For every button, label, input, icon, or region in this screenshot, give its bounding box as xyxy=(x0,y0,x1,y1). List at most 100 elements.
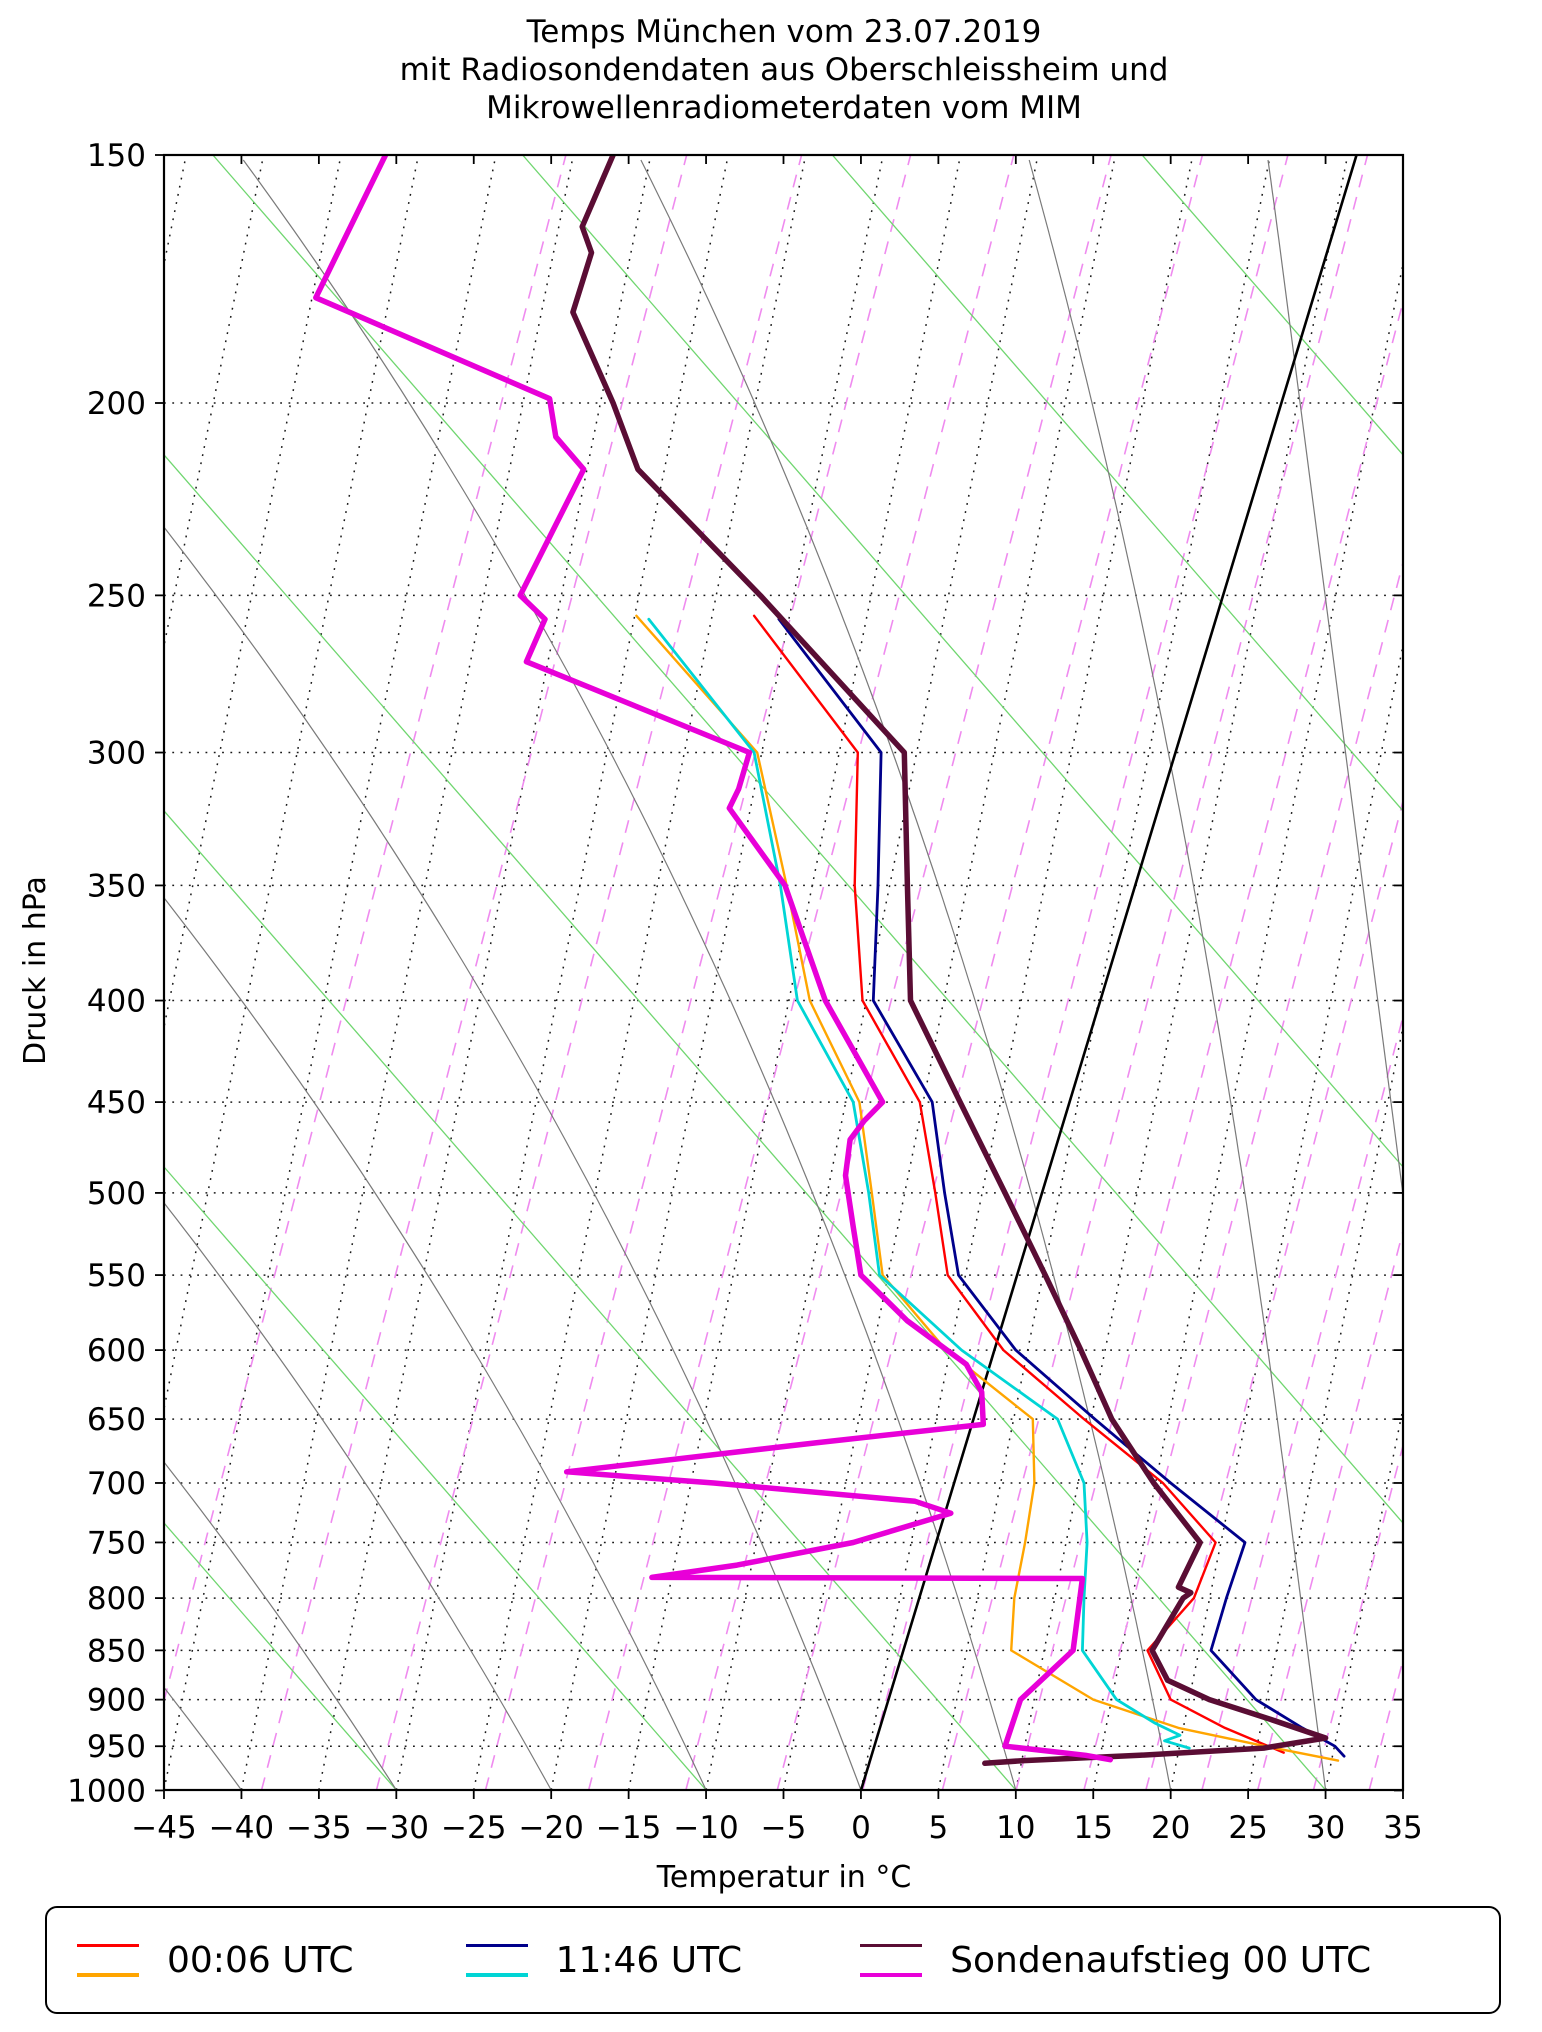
gray-adiabat-curve xyxy=(1423,160,1542,1790)
plot-frame xyxy=(155,153,1405,1799)
green-adiabat-line xyxy=(522,155,1403,1168)
legend-entry-0006utc: 00:06 UTC xyxy=(77,1940,354,1981)
y-tick-label: 400 xyxy=(87,984,146,1020)
x-tick-label: −40 xyxy=(209,1810,274,1846)
chart-title-line-2: mit Radiosondendaten aus Oberschleisshei… xyxy=(399,52,1169,88)
x-tick-label: 5 xyxy=(929,1810,949,1846)
green-adiabat-line xyxy=(212,155,1403,1524)
gray-adiabat-curve xyxy=(0,160,87,1790)
legend-line-darkpurple xyxy=(860,1943,923,1947)
mixing-ratio-line xyxy=(1312,1442,1403,1790)
legend-line-red xyxy=(77,1943,139,1947)
y-tick-label: 650 xyxy=(87,1402,146,1438)
mixing-ratio-line xyxy=(260,155,688,1790)
y-tick-label: 300 xyxy=(87,736,146,772)
mixing-ratio-line xyxy=(1201,1013,1403,1790)
mixing-ratio-line xyxy=(776,155,1204,1790)
mixing-ratio-line xyxy=(685,155,1112,1790)
x-tick-label: −20 xyxy=(518,1810,583,1846)
legend-line-magenta xyxy=(860,1973,923,1977)
chart-title-line-3: Mikrowellenradiometerdaten vom MIM xyxy=(486,90,1082,126)
y-tick-label: 950 xyxy=(87,1729,146,1765)
y-tick-label: 600 xyxy=(87,1333,146,1369)
x-tick-label: 25 xyxy=(1228,1810,1267,1846)
gray-adiabat-curve xyxy=(164,896,707,1790)
y-tick-label: 700 xyxy=(87,1466,146,1502)
isotherm-line xyxy=(1402,1786,1403,1790)
y-tick-label: 150 xyxy=(87,138,146,174)
mixing-ratio-line xyxy=(1256,1228,1403,1790)
green-adiabat-line xyxy=(164,809,1017,1790)
legend-line-cyan xyxy=(465,1973,528,1977)
curve-sondenaufstieg-00-utc-taupunkt xyxy=(313,155,1114,1763)
y-tick-label: 200 xyxy=(87,386,146,422)
legend-line-blue xyxy=(465,1943,528,1947)
y-tick-label: 750 xyxy=(87,1525,146,1561)
gray-adiabat-curve xyxy=(1267,159,1403,1200)
curve-11-46-utc-temperatur-mwr- xyxy=(777,617,1346,1758)
x-tick-label: 15 xyxy=(1074,1810,1113,1846)
green-adiabat-line xyxy=(164,1165,707,1790)
gray-adiabat-curve xyxy=(242,159,1017,1790)
mixing-ratio-line xyxy=(941,155,1369,1790)
y-tick-label: 1000 xyxy=(67,1773,146,1809)
data-curves xyxy=(313,155,1346,1767)
legend-label-sonde: Sondenaufstieg 00 UTC xyxy=(950,1939,1372,1981)
legend-line-orange xyxy=(77,1973,139,1977)
legend: 00:06 UTC 11:46 UTC Sondenaufstieg 00 UT… xyxy=(45,1906,1501,2014)
y-tick-label: 900 xyxy=(87,1683,146,1719)
y-tick-label: 450 xyxy=(87,1085,146,1121)
chart-title-line-1: Temps München vom 23.07.2019 xyxy=(526,14,1042,50)
x-tick-label: 20 xyxy=(1151,1810,1190,1846)
curve-11-46-utc-taupunkt-mwr- xyxy=(647,617,1191,1750)
background-grid xyxy=(0,155,1542,1790)
plot-border xyxy=(162,153,1405,1792)
mixing-ratio-line xyxy=(164,155,567,1704)
curve-00-06-utc-taupunkt-mwr- xyxy=(635,614,1340,1762)
mixing-ratio-line xyxy=(1145,798,1403,1790)
mixing-ratio-line xyxy=(484,155,912,1790)
x-tick-label: −30 xyxy=(364,1810,429,1846)
mixing-ratio-line xyxy=(862,155,1289,1790)
gray-adiabat-curve xyxy=(164,526,862,1790)
x-tick-label: −10 xyxy=(673,1810,738,1846)
isotherm-line xyxy=(1324,1404,1403,1790)
green-adiabat-line xyxy=(164,1521,397,1790)
gray-adiabat-curve xyxy=(1028,159,1327,1790)
y-tick-label: 800 xyxy=(87,1581,146,1617)
green-adiabat-line xyxy=(831,155,1403,812)
green-adiabat-line xyxy=(1452,155,1542,1790)
mixing-ratio-line xyxy=(375,155,803,1790)
mixing-ratio-line xyxy=(1083,559,1403,1790)
x-axis-label: Temperatur in °C xyxy=(656,1860,912,1895)
isotherm-line xyxy=(1247,1023,1403,1790)
green-adiabat-line xyxy=(164,453,1327,1790)
legend-label-0006utc: 00:06 UTC xyxy=(167,1939,354,1981)
x-tick-label: −15 xyxy=(596,1810,661,1846)
gray-adiabat-curve xyxy=(164,1461,397,1790)
x-tick-label: −5 xyxy=(761,1810,807,1846)
mixing-ratio-line xyxy=(1368,1656,1403,1790)
legend-entry-sonde: Sondenaufstieg 00 UTC xyxy=(860,1940,1371,1981)
curve-sondenaufstieg-00-utc-temperatur xyxy=(570,155,1329,1767)
y-tick-label: 850 xyxy=(87,1633,146,1669)
legend-swatch-0006utc xyxy=(77,1943,139,1977)
gray-adiabat-curve xyxy=(164,1201,552,1790)
legend-entry-1146utc: 11:46 UTC xyxy=(465,1939,743,1981)
tick-labels: 1502002503003504004505005506006507007508… xyxy=(67,138,1423,1846)
mixing-ratio-line xyxy=(587,155,1015,1790)
x-tick-label: −35 xyxy=(286,1810,351,1846)
green-adiabat-line xyxy=(1141,155,1403,456)
x-tick-label: 10 xyxy=(996,1810,1035,1846)
x-tick-label: −45 xyxy=(131,1810,196,1846)
y-tick-label: 500 xyxy=(87,1176,146,1212)
legend-label-1146utc: 11:46 UTC xyxy=(555,1939,743,1981)
legend-swatch-sonde xyxy=(860,1943,923,1977)
x-tick-label: 0 xyxy=(851,1810,871,1846)
y-tick-label: 250 xyxy=(87,578,146,614)
reference-line xyxy=(859,155,1358,1790)
x-tick-label: −25 xyxy=(441,1810,506,1846)
isotherm-line xyxy=(1169,641,1403,1790)
